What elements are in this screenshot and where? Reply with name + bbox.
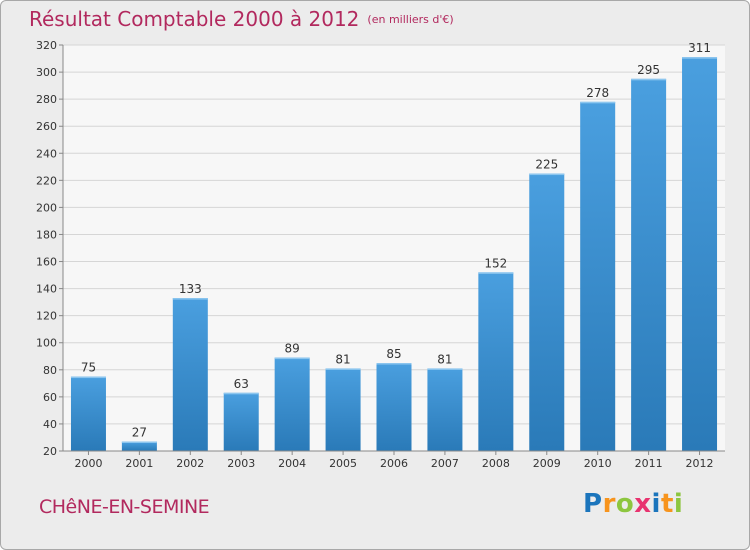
y-tick-label: 100 — [36, 337, 57, 350]
bar-highlight — [427, 368, 463, 370]
data-label: 27 — [132, 426, 147, 440]
bar — [631, 78, 667, 451]
y-tick-label: 140 — [36, 283, 57, 296]
bar — [682, 57, 718, 452]
bar-highlight — [478, 272, 514, 274]
bar — [478, 272, 514, 451]
y-tick-label: 40 — [43, 418, 57, 431]
x-tick-label: 2007 — [431, 457, 459, 470]
bar — [376, 363, 412, 451]
data-label: 295 — [637, 63, 660, 77]
bar-highlight — [274, 357, 310, 360]
chart-title-text: Résultat Comptable 2000 à 2012 — [29, 7, 360, 31]
data-label: 81 — [335, 352, 350, 366]
x-tick-label: 2010 — [584, 457, 612, 470]
y-tick-label: 200 — [36, 201, 57, 214]
logo-letter: i — [651, 489, 661, 519]
logo-letter: o — [615, 489, 635, 519]
logo-letter: x — [634, 489, 652, 519]
bar — [529, 173, 565, 452]
y-tick-label: 260 — [36, 120, 57, 133]
y-tick-label: 60 — [43, 391, 57, 404]
y-tick-label: 220 — [36, 174, 57, 187]
x-tick-label: 2004 — [278, 457, 306, 470]
logo-letter: P — [583, 489, 603, 519]
x-tick-label: 2008 — [482, 457, 510, 470]
x-tick-label: 2011 — [635, 457, 663, 470]
data-label: 81 — [437, 352, 452, 366]
y-tick-label: 120 — [36, 310, 57, 323]
commune-name: CHêNE-EN-SEMINE — [39, 496, 210, 518]
data-label: 133 — [179, 282, 202, 296]
bar — [121, 441, 157, 451]
data-label: 152 — [484, 256, 507, 270]
bar-highlight — [325, 368, 361, 370]
x-tick-label: 2003 — [227, 457, 255, 470]
bar-highlight — [121, 441, 157, 444]
proxiti-logo: Proxiti — [583, 489, 683, 519]
bar-highlight — [172, 298, 208, 300]
y-tick-label: 240 — [36, 147, 57, 160]
data-label: 75 — [81, 361, 96, 375]
bar-highlight — [529, 173, 565, 176]
y-tick-label: 280 — [36, 93, 57, 106]
data-label: 278 — [586, 86, 609, 100]
bar — [427, 368, 463, 451]
logo-letter: r — [602, 489, 616, 519]
x-tick-label: 2005 — [329, 457, 357, 470]
bar — [70, 376, 106, 451]
logo-letter: t — [660, 489, 674, 519]
data-label: 85 — [386, 347, 401, 361]
data-label: 225 — [535, 158, 558, 172]
bar-highlight — [70, 376, 106, 379]
bar-highlight — [682, 57, 718, 59]
bar-highlight — [631, 78, 667, 81]
y-tick-label: 80 — [43, 364, 57, 377]
x-tick-label: 2002 — [176, 457, 204, 470]
x-tick-label: 2012 — [686, 457, 714, 470]
data-label: 89 — [285, 342, 300, 356]
bar-highlight — [580, 101, 616, 104]
bar — [223, 392, 259, 451]
y-tick-label: 300 — [36, 66, 57, 79]
bar — [580, 101, 616, 451]
chart-title: Résultat Comptable 2000 à 2012 (en millie… — [29, 7, 454, 31]
y-tick-label: 20 — [43, 445, 57, 458]
x-tick-label: 2000 — [74, 457, 102, 470]
bar — [172, 298, 208, 451]
logo-letter: i — [673, 489, 684, 519]
chart-subtitle: (en milliers d'€) — [367, 13, 454, 26]
x-tick-label: 2006 — [380, 457, 408, 470]
bar-highlight — [223, 392, 259, 395]
x-tick-label: 2009 — [533, 457, 561, 470]
data-label: 311 — [688, 41, 711, 55]
y-tick-label: 180 — [36, 228, 57, 241]
x-tick-label: 2001 — [125, 457, 153, 470]
y-tick-label: 160 — [36, 256, 57, 269]
bar-highlight — [376, 363, 412, 365]
bar — [325, 368, 361, 451]
y-tick-label: 320 — [36, 39, 57, 52]
bar — [274, 357, 310, 451]
data-label: 63 — [234, 377, 249, 391]
